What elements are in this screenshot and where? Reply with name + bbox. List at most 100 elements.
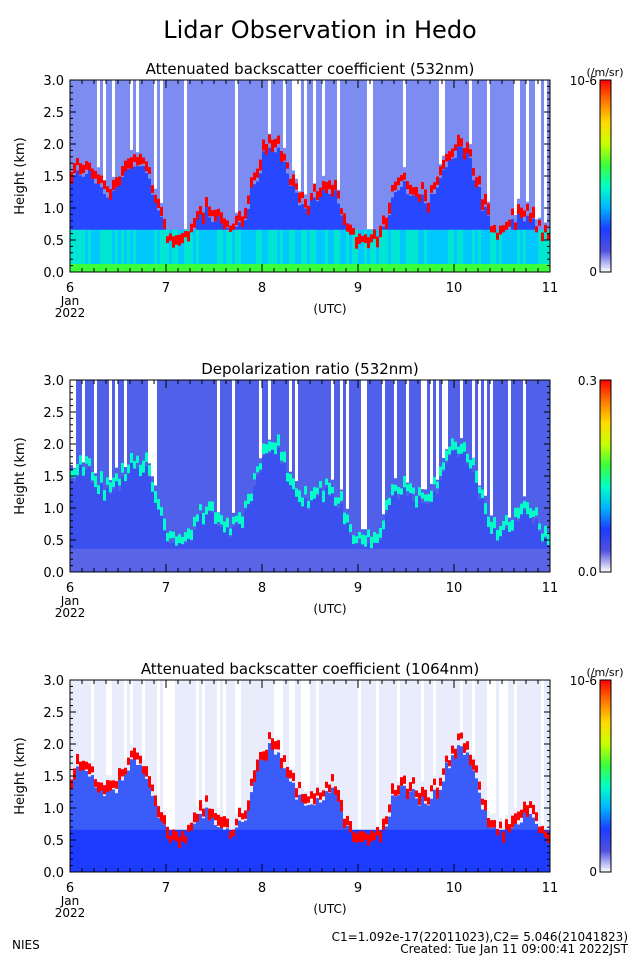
y-tick-label: 1.0 xyxy=(43,802,64,817)
cloud-edge xyxy=(433,476,436,485)
heatmap-column xyxy=(211,264,214,272)
heatmap-column xyxy=(148,178,151,272)
heatmap-column xyxy=(403,181,406,272)
heatmap-column xyxy=(268,229,271,272)
cloud-edge xyxy=(319,792,322,800)
cloud-edge xyxy=(337,190,340,199)
cloud-edge xyxy=(532,510,535,517)
heatmap-column xyxy=(448,829,451,872)
heatmap-column xyxy=(85,174,88,272)
heatmap-column xyxy=(352,829,355,872)
heatmap-column xyxy=(103,829,106,872)
heatmap-column xyxy=(394,492,397,572)
cloud-edge xyxy=(487,516,490,527)
no-signal-gap xyxy=(109,380,112,481)
no-signal-gap xyxy=(442,380,445,458)
heatmap-column xyxy=(541,229,544,272)
cloud-edge xyxy=(262,443,265,454)
cloud-edge xyxy=(325,781,328,788)
heatmap-column xyxy=(469,264,472,272)
heatmap-column xyxy=(157,229,160,272)
heatmap-column xyxy=(184,229,187,272)
y-tick-label: 3.0 xyxy=(43,674,64,689)
no-signal-gap xyxy=(112,80,115,177)
heatmap-column xyxy=(187,548,190,572)
heatmap-column xyxy=(130,829,133,872)
cloud-edge xyxy=(205,795,208,802)
heatmap-column xyxy=(88,467,91,572)
heatmap-column xyxy=(319,264,322,272)
panel-title: Attenuated backscatter coefficient (1064… xyxy=(141,660,479,678)
cloud-edge xyxy=(532,206,535,219)
cloud-edge xyxy=(295,488,298,497)
heatmap-column xyxy=(307,829,310,872)
heatmap-column xyxy=(442,548,445,572)
heatmap-column xyxy=(175,229,178,272)
cloud-edge xyxy=(517,204,520,215)
cloud-edge xyxy=(316,191,319,200)
cloud-edge xyxy=(355,236,358,249)
heatmap-column xyxy=(547,229,550,272)
heatmap-column xyxy=(463,754,466,872)
cloud-edge xyxy=(277,434,280,446)
heatmap-column xyxy=(460,229,463,272)
heatmap-column xyxy=(490,829,493,872)
heatmap-column xyxy=(325,264,328,272)
cloud-edge xyxy=(217,814,220,826)
heatmap-column xyxy=(103,264,106,272)
heatmap-column xyxy=(115,481,118,572)
cloud-edge xyxy=(478,781,481,790)
heatmap-column xyxy=(193,229,196,272)
heatmap-column xyxy=(256,264,259,272)
no-signal-gap xyxy=(130,680,133,746)
cloud-edge xyxy=(244,207,247,219)
heatmap-column xyxy=(370,548,373,572)
heatmap-column xyxy=(358,229,361,272)
no-signal-gap xyxy=(361,380,364,530)
heatmap-column xyxy=(88,829,91,872)
no-signal-gap xyxy=(109,680,112,776)
heatmap-column xyxy=(403,264,406,272)
heatmap-column xyxy=(439,178,442,272)
cloud-edge xyxy=(256,168,259,178)
heatmap-column xyxy=(361,548,364,572)
heatmap-column xyxy=(466,229,469,272)
heatmap-column xyxy=(115,187,118,272)
heatmap-column xyxy=(493,548,496,572)
heatmap-column xyxy=(352,264,355,272)
cloud-edge xyxy=(538,826,541,834)
cloud-edge xyxy=(433,182,436,190)
heatmap-column xyxy=(265,229,268,272)
heatmap-column xyxy=(526,264,529,272)
cloud-edge xyxy=(202,212,205,225)
y-axis-label: Height (km) xyxy=(13,437,28,514)
cloud-edge xyxy=(181,536,184,545)
heatmap-column xyxy=(328,548,331,572)
heatmap-column xyxy=(457,548,460,572)
heatmap-column xyxy=(436,264,439,272)
heatmap-column xyxy=(493,229,496,272)
heatmap-column xyxy=(205,264,208,272)
heatmap-column xyxy=(142,468,145,572)
cloud-edge xyxy=(82,164,85,174)
heatmap-column xyxy=(73,481,76,572)
cloud-edge xyxy=(514,813,517,824)
cloud-edge xyxy=(220,816,223,828)
heatmap-column xyxy=(391,264,394,272)
heatmap-column xyxy=(124,548,127,572)
heatmap-column xyxy=(523,264,526,272)
heatmap-column xyxy=(199,229,202,272)
cloud-edge xyxy=(271,442,274,450)
heatmap-column xyxy=(220,829,223,872)
heatmap-column xyxy=(433,490,436,572)
cloud-edge xyxy=(130,750,133,758)
heatmap-column xyxy=(457,145,460,272)
heatmap-column xyxy=(247,504,250,572)
heatmap-column xyxy=(151,490,154,572)
cloud-edge xyxy=(250,493,253,502)
heatmap-column xyxy=(112,229,115,272)
heatmap-column xyxy=(475,548,478,572)
heatmap-column xyxy=(277,829,280,872)
cloud-edge xyxy=(133,460,136,469)
heatmap-column xyxy=(253,229,256,272)
